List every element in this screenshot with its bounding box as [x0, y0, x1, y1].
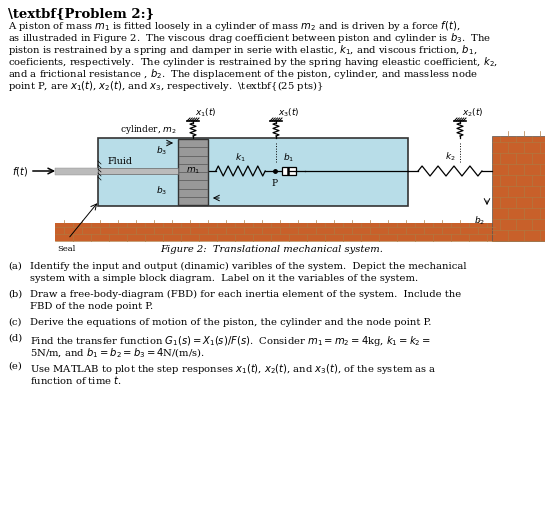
Text: $f(t)$: $f(t)$: [12, 164, 28, 178]
Text: (b): (b): [8, 290, 22, 299]
Text: Seal: Seal: [57, 245, 75, 253]
Text: $b_1$: $b_1$: [283, 152, 295, 164]
Text: (c): (c): [8, 318, 21, 327]
Text: A piston of mass $m_1$ is fitted loosely in a cylinder of mass $m_2$ and is driv: A piston of mass $m_1$ is fitted loosely…: [8, 19, 461, 33]
Bar: [98, 168, 178, 174]
Text: $x_2(t)$: $x_2(t)$: [462, 106, 483, 119]
Bar: [492, 136, 545, 241]
Text: $b_3$: $b_3$: [156, 184, 167, 197]
Text: $b_3$: $b_3$: [156, 144, 167, 156]
Text: $x_3(t)$: $x_3(t)$: [278, 106, 300, 119]
Bar: [55, 167, 98, 175]
Text: (d): (d): [8, 334, 22, 343]
Text: $m_1$: $m_1$: [186, 166, 200, 176]
Text: \textbf{Problem 2:}: \textbf{Problem 2:}: [8, 7, 154, 20]
Text: coeficients, respectively.  The cylinder is restrained by the spring having elea: coeficients, respectively. The cylinder …: [8, 55, 498, 69]
Text: piston is restrained by a spring and damper in serie with elastic, $k_1$, and vi: piston is restrained by a spring and dam…: [8, 43, 477, 57]
Text: function of time $t$.: function of time $t$.: [30, 374, 122, 386]
Text: Figure 2:  Translational mechanical system.: Figure 2: Translational mechanical syste…: [161, 245, 384, 254]
Text: system with a simple block diagram.  Label on it the variables of the system.: system with a simple block diagram. Labe…: [30, 274, 418, 283]
Text: P: P: [272, 179, 278, 188]
Text: Derive the equations of motion of the piston, the cylinder and the node point P.: Derive the equations of motion of the pi…: [30, 318, 432, 327]
Bar: [55, 223, 495, 241]
Text: $b_2$: $b_2$: [474, 214, 485, 227]
Text: Find the transfer function $G_1(s) = X_1(s)/F(s)$.  Consider $m_1 = m_2 = 4$kg, : Find the transfer function $G_1(s) = X_1…: [30, 334, 431, 348]
Text: (a): (a): [8, 262, 22, 271]
Text: Draw a free-body-diagram (FBD) for each inertia element of the system.  Include : Draw a free-body-diagram (FBD) for each …: [30, 290, 461, 299]
Text: point P, are $x_1(t)$, $x_2(t)$, and $x_3$, respectively.  \textbf{(25 pts)}: point P, are $x_1(t)$, $x_2(t)$, and $x_…: [8, 79, 324, 93]
Text: Fluid: Fluid: [108, 156, 133, 165]
Text: Use MATLAB to plot the step responses $x_1(t)$, $x_2(t)$, and $x_3(t)$, of the s: Use MATLAB to plot the step responses $x…: [30, 362, 437, 376]
Bar: [178, 139, 208, 205]
Text: $k_1$: $k_1$: [235, 152, 246, 164]
Text: FBD of the node point P.: FBD of the node point P.: [30, 302, 153, 311]
Bar: [98, 138, 408, 206]
Text: as illustraded in Figure 2.  The viscous drag coefficient between piston and cyl: as illustraded in Figure 2. The viscous …: [8, 31, 491, 45]
Text: $x_1(t)$: $x_1(t)$: [195, 106, 216, 119]
Text: 5N/m, and $b_1 = b_2 = b_3 = 4$N/(m/s).: 5N/m, and $b_1 = b_2 = b_3 = 4$N/(m/s).: [30, 346, 205, 359]
Text: (e): (e): [8, 362, 22, 371]
Bar: [282, 167, 296, 175]
Text: Identify the input and output (dinamic) varibles of the system.  Depict the mech: Identify the input and output (dinamic) …: [30, 262, 467, 271]
Text: $k_2$: $k_2$: [445, 151, 455, 163]
Text: cylinder, $m_2$: cylinder, $m_2$: [120, 123, 177, 136]
Text: and a frictional resistance , $b_2$.  The displacement of the piston, cylinder, : and a frictional resistance , $b_2$. The…: [8, 67, 478, 81]
